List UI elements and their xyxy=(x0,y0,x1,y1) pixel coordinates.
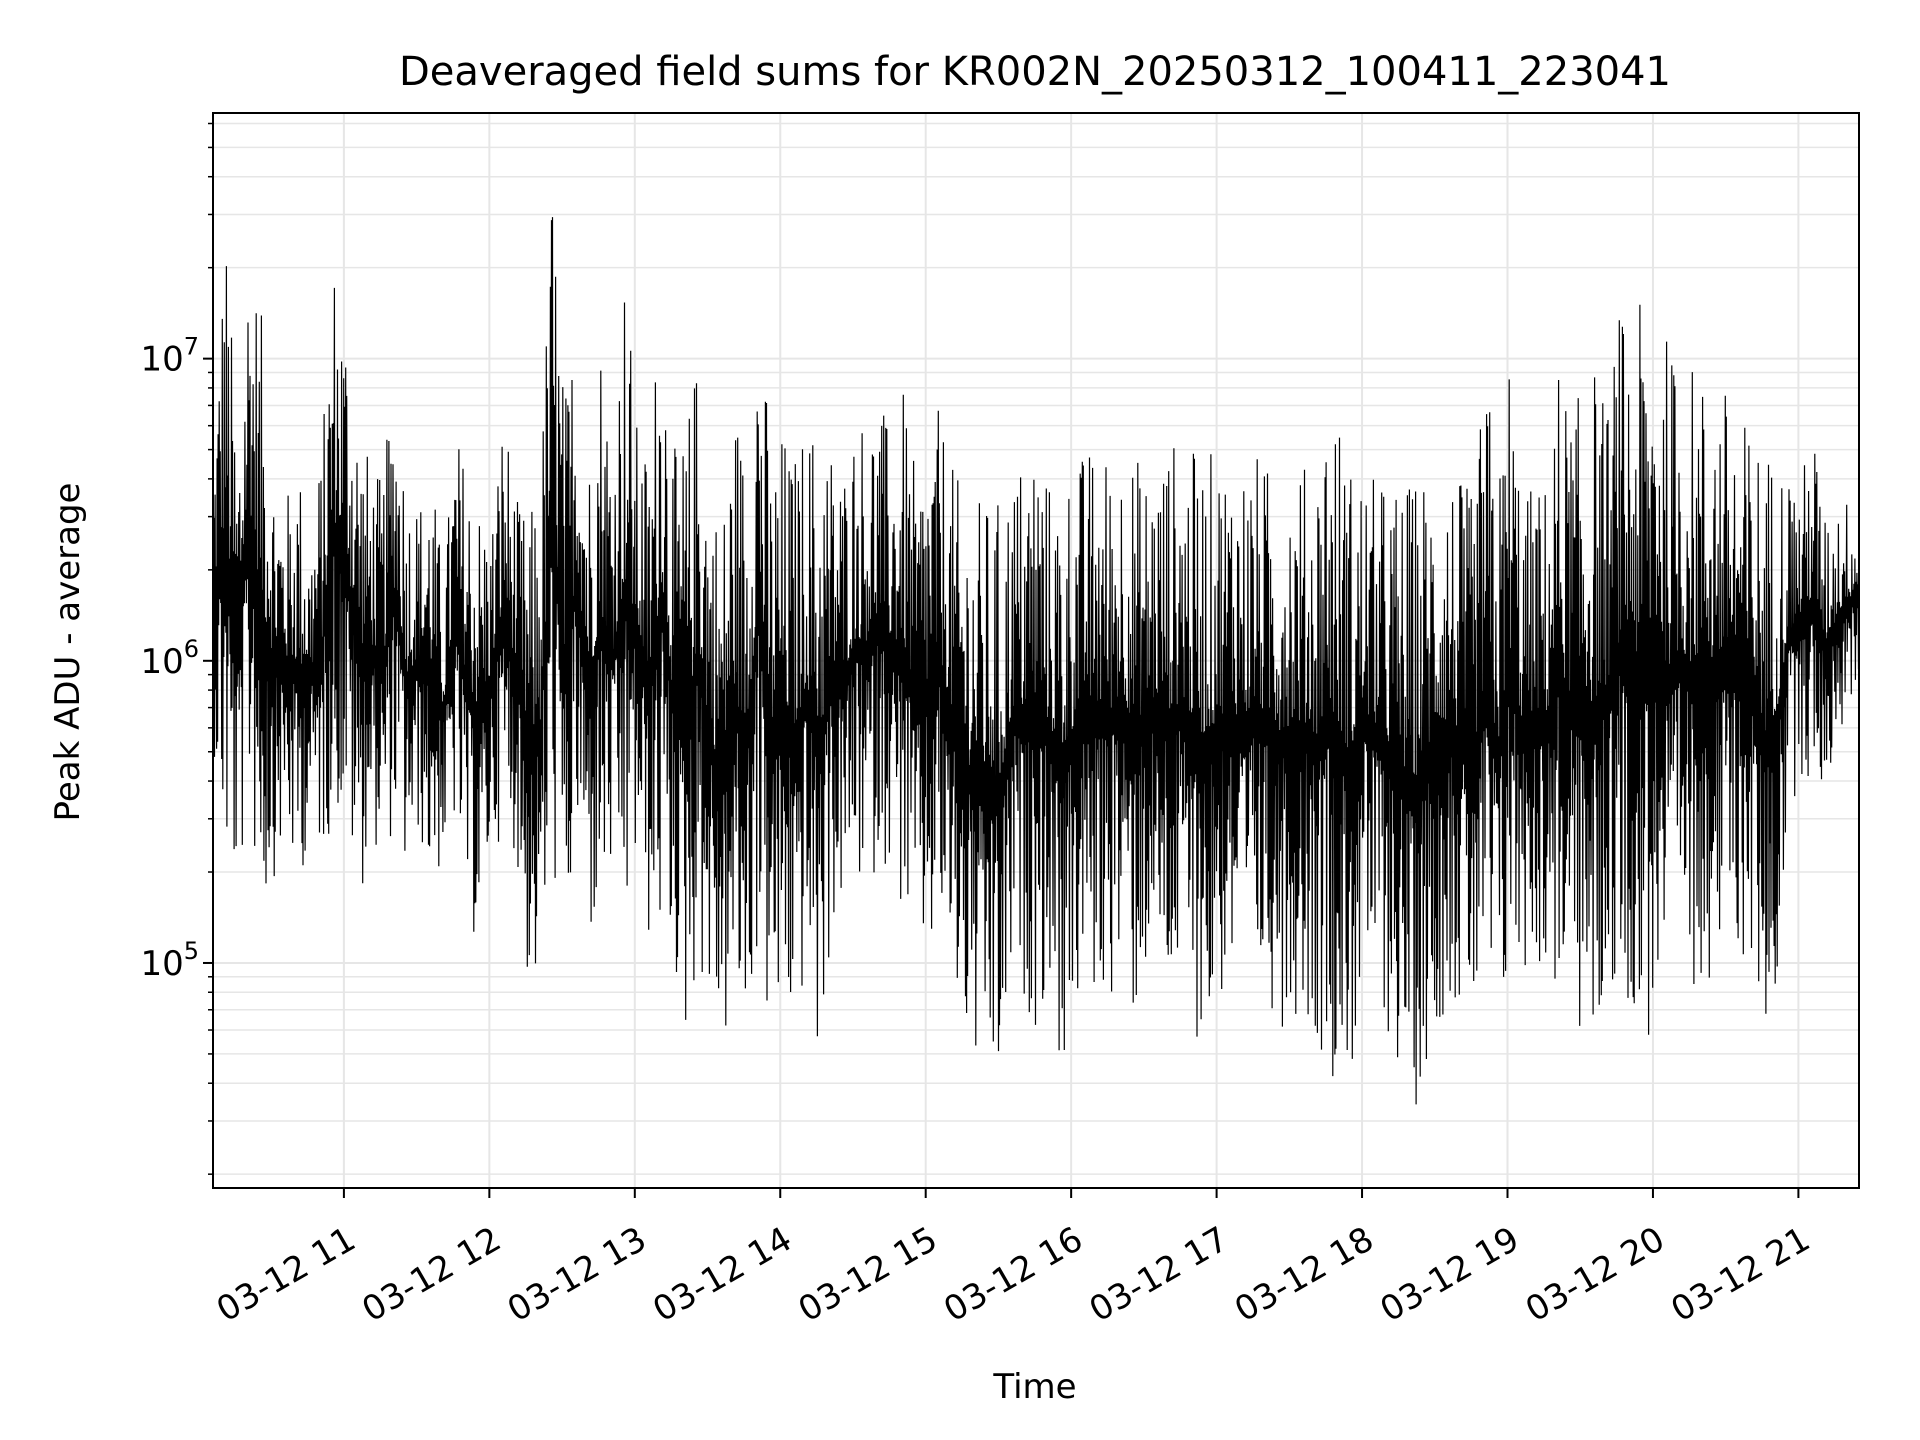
y-tick-label: 105 xyxy=(140,937,199,984)
y-tick-label: 107 xyxy=(140,333,199,380)
x-axis-label: Time xyxy=(992,1367,1076,1407)
y-axis-label: Peak ADU - average xyxy=(48,483,88,822)
y-tick-label: 106 xyxy=(140,635,199,682)
plot-area-frame xyxy=(212,112,1860,1189)
chart-title: Deaveraged field sums for KR002N_2025031… xyxy=(399,49,1671,95)
series-line xyxy=(213,217,1859,1105)
